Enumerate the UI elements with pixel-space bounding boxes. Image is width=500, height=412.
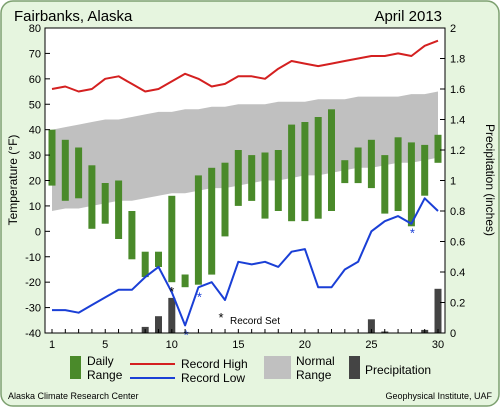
chart-title-location: Fairbanks, Alaska [14,8,133,25]
record-high-line [51,39,439,93]
daily-range-bar [274,150,282,211]
daily-range-bar [88,165,96,229]
legend: Daily Range Record High Record Low Norma… [70,354,431,385]
y-left-tick-label: -40 [25,328,41,340]
legend-swatch-normal-range [264,356,291,379]
legend-swatch-precipitation [349,356,360,379]
daily-range-bar [141,251,149,278]
y-right-tick-label: 1.6 [450,84,465,96]
chart-title-date: April 2013 [374,8,442,25]
y-right-tick-label: 2 [450,23,456,35]
y-left-tick-label: 60 [29,74,41,86]
record-set-label: Record Set [230,316,280,327]
normal-range-band [52,91,438,211]
daily-range-bar [128,211,136,260]
legend-label-daily-range-line1: Daily [87,354,114,368]
daily-range-bar [221,162,229,237]
y-left-tick-label: -30 [25,303,41,315]
y-left-tick-label: 20 [29,176,41,188]
daily-range-bar [75,147,83,199]
record-low-marker: * [184,327,189,342]
daily-range-bar [381,155,389,214]
record-low-marker: * [410,226,415,241]
y-right-tick-label: 1 [450,176,456,188]
y-axis-label-temperature: Temperature (°F) [6,135,20,226]
daily-range-bar [301,122,309,222]
y-axis-label-precipitation: Precipitation (inches) [483,124,497,236]
legend-label-record-high: Record High [181,357,248,371]
daily-range-bar [115,180,123,239]
y-left-tick-label: 30 [29,150,41,162]
y-right-tick-label: 0.6 [450,237,465,249]
y-right-tick-label: 1.8 [450,54,465,66]
daily-range-bar [234,150,242,206]
precipitation-bar [367,319,375,333]
daily-range-bar [328,109,335,211]
y-left-tick-label: -20 [25,277,41,289]
legend-label-daily-range-line2: Range [87,368,123,382]
y-right-tick-label: 0.4 [450,267,465,279]
footer-right: Geophysical Institute, UAF [385,391,492,401]
daily-range-bar [61,139,69,201]
y-left-tick-label: 40 [29,125,41,137]
record-low-line [52,197,439,327]
daily-range-bar [248,155,256,201]
legend-swatch-daily-range [70,356,81,379]
x-tick-label: 1 [49,339,55,351]
y-right-tick-label: 0 [450,328,456,340]
daily-range-bar [434,134,442,163]
footer-left: Alaska Climate Research Center [8,391,139,401]
daily-range-bar [421,144,429,196]
daily-range-bar [288,124,296,222]
x-tick-label: 20 [299,339,311,351]
daily-range-bar [367,139,375,189]
y-left-tick-label: 0 [35,226,41,238]
record-low-marker: * [197,289,202,304]
precipitation-bar [155,316,162,333]
daily-range-bar [48,129,56,186]
legend-label-record-low: Record Low [181,371,245,385]
daily-range-bar [341,160,349,184]
x-tick-label: 30 [432,339,444,351]
record-set-marker-legend: * [218,310,223,325]
daily-range-bar [407,142,415,227]
x-tick-label: 25 [365,339,377,351]
y-left-tick-label: 50 [29,99,41,111]
legend-label-normal-range-line1: Normal [296,354,335,368]
precipitation-bar [168,297,176,333]
y-left-tick-label: -10 [25,252,41,264]
y-left-tick-label: 70 [29,48,41,60]
legend-label-normal-range-line2: Range [296,368,332,382]
x-tick-label: 10 [166,339,178,351]
daily-range-bar [261,152,269,219]
x-tick-label: 5 [102,339,108,351]
y-left-tick-label: 10 [29,201,41,213]
daily-range-bar [155,251,162,267]
y-right-tick-label: 0.2 [450,298,465,310]
daily-range-bar [354,147,362,184]
daily-range-bar [208,167,216,275]
daily-range-bar [181,274,189,288]
daily-range-bar [168,195,176,283]
y-right-tick-label: 1.2 [450,145,465,157]
precipitation-bar [434,288,442,333]
daily-range-bar [194,175,202,285]
daily-range-bar [394,137,402,211]
y-right-tick-label: 1.4 [450,115,465,127]
daily-range-bar [101,183,109,224]
daily-range-bar [314,117,322,219]
record-precip-marker: * [169,284,174,299]
x-tick-label: 15 [232,339,244,351]
y-right-tick-label: 0.8 [450,206,465,218]
y-left-tick-label: 80 [29,23,41,35]
legend-label-precipitation: Precipitation [365,363,431,377]
